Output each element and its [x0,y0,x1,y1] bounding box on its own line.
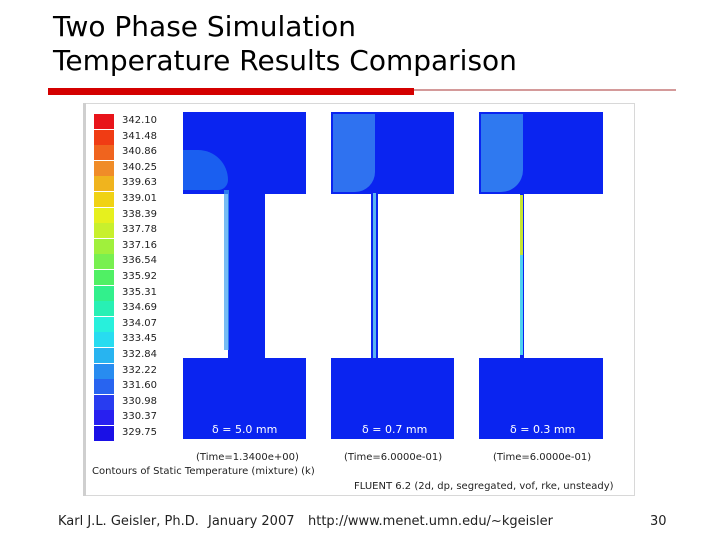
colorbar-swatch [94,270,114,285]
slide-title: Two Phase Simulation Temperature Results… [53,10,673,78]
footer-url[interactable]: http://www.menet.umn.edu/~kgeisler [308,514,553,529]
colorbar-label: 332.22 [122,364,157,376]
footer-page-number: 30 [650,514,667,529]
panel-1-bottom-reservoir [183,358,306,439]
panel-2-delta-label: δ = 0.7 mm [362,423,428,436]
colorbar-label: 340.25 [122,161,157,173]
colorbar-swatch [94,223,114,239]
colorbar-label: 334.07 [122,317,157,329]
panel-1-delta-label: δ = 5.0 mm [212,423,278,436]
colorbar-label: 342.10 [122,115,157,126]
figure-left-border [83,103,86,496]
colorbar-label: 331.60 [122,380,157,392]
panel-2-warm-region [333,114,375,192]
colorbar-swatch [94,332,114,348]
colorbar-swatch [94,394,114,410]
panel-3-bottom-reservoir [479,358,603,439]
footer-date: January 2007 [208,514,295,529]
colorbar-swatch [94,145,114,161]
colorbar-label: 335.92 [122,271,157,282]
colorbar-swatch [94,379,114,395]
panel-1-channel [228,193,265,359]
colorbar-label: 330.37 [122,411,157,423]
colorbar-swatch [94,114,114,129]
panel-3-delta-label: δ = 0.3 mm [510,423,576,436]
panel-1-time-label: (Time=1.3400e+00) [196,452,299,463]
title-underline-thin [414,89,676,91]
panel-3-interface [520,255,523,355]
colorbar-label: 329.75 [122,427,157,438]
panel-1-interface [224,190,229,350]
figure-caption: Contours of Static Temperature (mixture)… [92,466,315,477]
colorbar-swatch [94,410,114,426]
colorbar-label: 340.86 [122,146,157,158]
colorbar-label: 336.54 [122,255,157,267]
colorbar-label: 334.69 [122,302,157,314]
colorbar-label: 335.31 [122,286,157,298]
solver-caption: FLUENT 6.2 (2d, dp, segregated, vof, rke… [354,481,614,492]
panel-2-time-label: (Time=6.0000e-01) [344,452,443,463]
colorbar-swatch [94,160,114,176]
panel-2-interface [373,193,376,358]
colorbar-swatch [94,316,114,332]
colorbar-swatch [94,207,114,223]
colorbar-label: 333.45 [122,333,157,345]
colorbar-label: 337.78 [122,224,157,236]
colorbar-swatch [94,348,114,363]
title-line-2: Temperature Results Comparison [53,44,517,77]
colorbar-swatch [94,285,114,301]
title-line-1: Two Phase Simulation [53,10,357,43]
colorbar-swatch [94,129,114,145]
colorbar-swatch [94,192,114,207]
title-underline-accent [48,88,414,95]
panel-3-warm-region [481,114,523,192]
colorbar-label: 339.01 [122,193,157,204]
colorbar-label: 332.84 [122,349,157,360]
colorbar-swatch [94,254,114,270]
colorbar-label: 338.39 [122,208,157,220]
colorbar-swatch [94,176,114,192]
colorbar-label: 339.63 [122,177,157,189]
colorbar-swatch [94,363,114,379]
colorbar-swatch [94,426,114,441]
colorbar-label: 341.48 [122,130,157,142]
panel-3-interface-hot [520,195,523,255]
colorbar-swatch [94,301,114,317]
panel-2-bottom-reservoir [331,358,454,439]
panel-3-time-label: (Time=6.0000e-01) [493,452,592,463]
footer-author: Karl J.L. Geisler, Ph.D. [58,514,199,529]
colorbar-label: 337.16 [122,239,157,251]
colorbar-label: 330.98 [122,395,157,407]
colorbar-swatch [94,238,114,254]
